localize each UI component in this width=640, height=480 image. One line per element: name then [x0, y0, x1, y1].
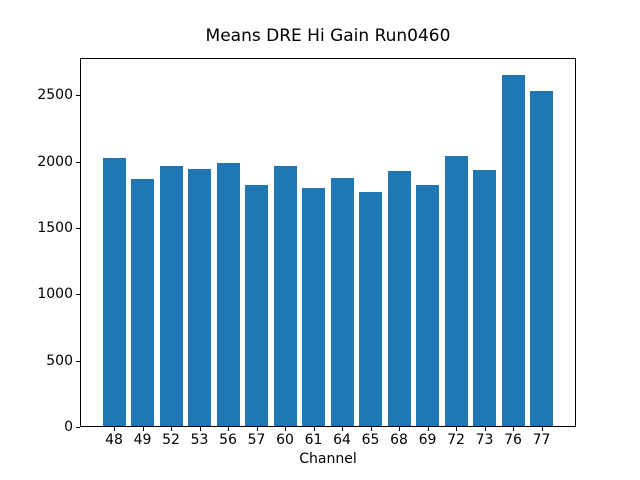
x-tick-label: 61: [304, 432, 323, 448]
bar-channel-57: [245, 185, 268, 426]
bar-channel-48: [102, 158, 126, 426]
x-tick-mark: [342, 427, 343, 431]
y-tick-mark: [76, 361, 80, 362]
x-tick-label: 48: [105, 432, 123, 448]
x-tick-mark: [456, 427, 457, 431]
x-tick-mark: [114, 427, 115, 431]
bar-channel-61: [302, 188, 325, 426]
x-axis-label: Channel: [299, 451, 357, 467]
x-tick-label: 73: [475, 432, 494, 448]
x-tick-label: 49: [133, 432, 152, 448]
bar-channel-65: [359, 192, 382, 426]
y-tick-mark: [76, 427, 80, 428]
chart-title: Means DRE Hi Gain Run0460: [205, 26, 451, 46]
x-tick-mark: [484, 427, 486, 431]
y-tick-label: 2000: [37, 154, 73, 170]
x-tick-label: 69: [418, 432, 437, 448]
y-tick-label: 0: [64, 419, 73, 435]
y-tick-label: 2500: [37, 87, 73, 103]
bar-channel-49: [131, 179, 154, 426]
bar-channel-53: [188, 169, 211, 426]
y-tick-mark: [76, 162, 80, 163]
y-tick-label: 1000: [37, 286, 73, 302]
y-tick-label: 1500: [37, 220, 73, 236]
x-tick-mark: [370, 427, 372, 431]
bar-channel-56: [216, 163, 240, 426]
x-tick-label: 56: [219, 432, 237, 448]
bar-channel-76: [501, 75, 525, 426]
x-tick-label: 76: [504, 432, 522, 448]
bar-channel-77: [530, 91, 553, 426]
x-tick-mark: [171, 427, 172, 431]
plot-area: [80, 58, 576, 427]
x-tick-label: 53: [190, 432, 209, 448]
x-tick-mark: [541, 427, 543, 431]
y-tick-label: 500: [46, 353, 73, 369]
x-tick-label: 65: [361, 432, 380, 448]
x-tick-label: 57: [247, 432, 266, 448]
x-tick-label: 52: [162, 432, 180, 448]
bar-channel-64: [330, 178, 354, 426]
bar-channel-60: [273, 166, 297, 426]
x-tick-mark: [142, 427, 144, 431]
bar-channel-68: [387, 171, 411, 426]
x-tick-mark: [199, 427, 201, 431]
bar-channel-52: [159, 166, 183, 426]
x-tick-mark: [313, 427, 315, 431]
y-tick-mark: [76, 294, 80, 295]
x-tick-mark: [399, 427, 400, 431]
x-tick-mark: [256, 427, 258, 431]
x-tick-mark: [285, 427, 286, 431]
x-tick-label: 77: [532, 432, 551, 448]
x-tick-label: 68: [390, 432, 408, 448]
x-tick-mark: [228, 427, 229, 431]
x-tick-label: 64: [333, 432, 351, 448]
bar-channel-72: [444, 156, 468, 426]
y-tick-mark: [76, 95, 80, 96]
x-tick-mark: [513, 427, 514, 431]
x-tick-label: 72: [447, 432, 465, 448]
bar-channel-73: [473, 170, 496, 426]
x-tick-mark: [427, 427, 429, 431]
bar-channel-69: [416, 185, 439, 426]
x-tick-label: 60: [276, 432, 294, 448]
y-tick-mark: [76, 228, 80, 229]
